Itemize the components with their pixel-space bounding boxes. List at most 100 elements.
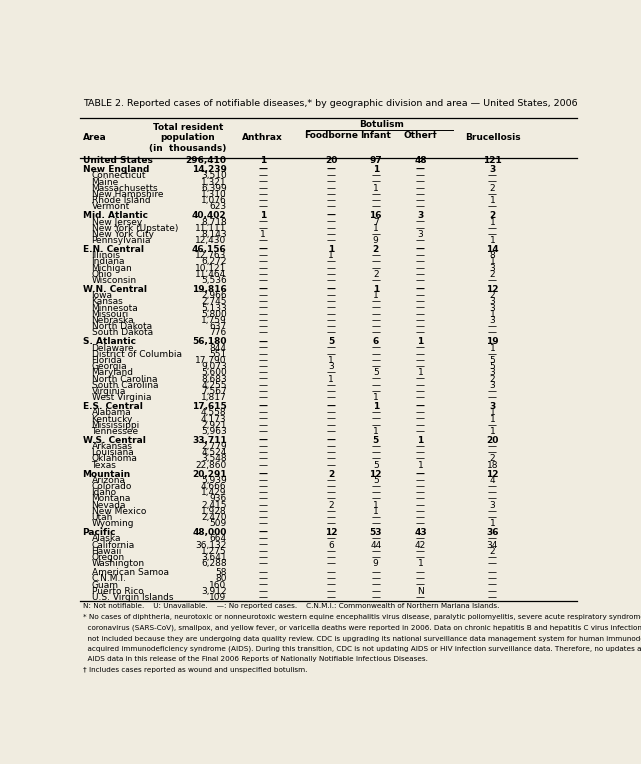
Text: —: — bbox=[258, 436, 267, 445]
Text: 4,558: 4,558 bbox=[201, 408, 227, 417]
Text: —: — bbox=[258, 488, 267, 497]
Text: —: — bbox=[258, 374, 267, 384]
Text: 1: 1 bbox=[490, 236, 495, 245]
Text: 3,510: 3,510 bbox=[201, 171, 227, 180]
Text: —: — bbox=[371, 251, 380, 261]
Text: —: — bbox=[326, 196, 335, 205]
Text: —: — bbox=[488, 350, 497, 359]
Text: 1: 1 bbox=[373, 507, 379, 516]
Text: 5: 5 bbox=[490, 362, 495, 371]
Text: Maryland: Maryland bbox=[92, 368, 133, 377]
Text: —: — bbox=[326, 575, 335, 584]
Text: Missouri: Missouri bbox=[92, 310, 129, 319]
Text: 8,143: 8,143 bbox=[201, 230, 227, 239]
Text: —: — bbox=[488, 568, 497, 577]
Text: 1: 1 bbox=[490, 408, 495, 417]
Text: —: — bbox=[258, 520, 267, 528]
Text: 2,779: 2,779 bbox=[201, 442, 227, 451]
Text: —: — bbox=[258, 482, 267, 491]
Text: —: — bbox=[416, 196, 425, 205]
Text: —: — bbox=[258, 476, 267, 485]
Text: New York City: New York City bbox=[92, 230, 154, 239]
Text: 509: 509 bbox=[210, 520, 227, 528]
Text: 4: 4 bbox=[490, 476, 495, 485]
Text: 16: 16 bbox=[369, 212, 382, 220]
Text: Wisconsin: Wisconsin bbox=[92, 276, 137, 285]
Text: 8: 8 bbox=[490, 251, 495, 261]
Text: —: — bbox=[326, 297, 335, 306]
Text: 2: 2 bbox=[328, 500, 334, 510]
Text: TABLE 2. Reported cases of notifiable diseases,* by geographic division and area: TABLE 2. Reported cases of notifiable di… bbox=[83, 99, 578, 108]
Text: —: — bbox=[371, 329, 380, 338]
Text: 20: 20 bbox=[325, 156, 337, 165]
Text: 19: 19 bbox=[486, 338, 499, 346]
Text: 2,415: 2,415 bbox=[201, 500, 227, 510]
Text: 623: 623 bbox=[210, 202, 227, 212]
Text: —: — bbox=[371, 553, 380, 562]
Text: —: — bbox=[416, 270, 425, 279]
Text: Foodborne: Foodborne bbox=[304, 131, 358, 140]
Text: 5,133: 5,133 bbox=[201, 303, 227, 312]
Text: —: — bbox=[258, 322, 267, 332]
Text: 2: 2 bbox=[372, 245, 379, 254]
Text: Tennessee: Tennessee bbox=[92, 427, 138, 436]
Text: Utah: Utah bbox=[92, 513, 113, 522]
Text: 1: 1 bbox=[372, 165, 379, 174]
Text: —: — bbox=[416, 482, 425, 491]
Text: American Samoa: American Samoa bbox=[92, 568, 169, 577]
Text: 3,912: 3,912 bbox=[201, 587, 227, 596]
Text: 1: 1 bbox=[328, 251, 334, 261]
Text: —: — bbox=[258, 513, 267, 522]
Text: 22,860: 22,860 bbox=[196, 461, 227, 470]
Text: —: — bbox=[488, 593, 497, 602]
Text: Texas: Texas bbox=[92, 461, 117, 470]
Text: 3: 3 bbox=[417, 212, 424, 220]
Text: 48: 48 bbox=[414, 156, 427, 165]
Text: 17,615: 17,615 bbox=[192, 402, 227, 411]
Text: 48,000: 48,000 bbox=[192, 528, 227, 537]
Text: —: — bbox=[371, 196, 380, 205]
Text: —: — bbox=[258, 593, 267, 602]
Text: 5: 5 bbox=[328, 338, 334, 346]
Text: South Carolina: South Carolina bbox=[92, 380, 158, 390]
Text: —: — bbox=[371, 257, 380, 267]
Text: 1,310: 1,310 bbox=[201, 190, 227, 199]
Text: —: — bbox=[326, 202, 335, 212]
Text: C.N.M.I.: C.N.M.I. bbox=[92, 575, 126, 584]
Text: —: — bbox=[371, 344, 380, 352]
Text: E.S. Central: E.S. Central bbox=[83, 402, 142, 411]
Text: —: — bbox=[416, 322, 425, 332]
Text: N: N bbox=[417, 587, 424, 596]
Text: 18: 18 bbox=[487, 461, 498, 470]
Text: New York (Upstate): New York (Upstate) bbox=[92, 224, 178, 233]
Text: † Includes cases reported as wound and unspecified botulism.: † Includes cases reported as wound and u… bbox=[83, 667, 307, 673]
Text: —: — bbox=[258, 427, 267, 436]
Text: 6: 6 bbox=[328, 541, 334, 549]
Text: 6,399: 6,399 bbox=[201, 183, 227, 193]
Text: 4,255: 4,255 bbox=[201, 380, 227, 390]
Text: —: — bbox=[488, 387, 497, 396]
Text: —: — bbox=[258, 177, 267, 186]
Text: Wyoming: Wyoming bbox=[92, 520, 134, 528]
Text: Indiana: Indiana bbox=[92, 257, 125, 267]
Text: 4,173: 4,173 bbox=[201, 415, 227, 423]
Text: 1: 1 bbox=[490, 218, 495, 226]
Text: U.S. Virgin Islands: U.S. Virgin Islands bbox=[92, 593, 173, 602]
Text: —: — bbox=[326, 534, 335, 543]
Text: —: — bbox=[416, 455, 425, 464]
Text: Kentucky: Kentucky bbox=[92, 415, 133, 423]
Text: —: — bbox=[326, 568, 335, 577]
Text: —: — bbox=[416, 297, 425, 306]
Text: Mid. Atlantic: Mid. Atlantic bbox=[83, 212, 147, 220]
Text: —: — bbox=[488, 581, 497, 590]
Text: —: — bbox=[258, 165, 267, 174]
Text: Delaware: Delaware bbox=[92, 344, 134, 352]
Text: —: — bbox=[416, 356, 425, 365]
Text: 5,800: 5,800 bbox=[201, 310, 227, 319]
Text: —: — bbox=[416, 350, 425, 359]
Text: —: — bbox=[258, 448, 267, 458]
Text: —: — bbox=[258, 362, 267, 371]
Text: 1,275: 1,275 bbox=[201, 547, 227, 555]
Text: —: — bbox=[258, 442, 267, 451]
Text: 1: 1 bbox=[373, 183, 379, 193]
